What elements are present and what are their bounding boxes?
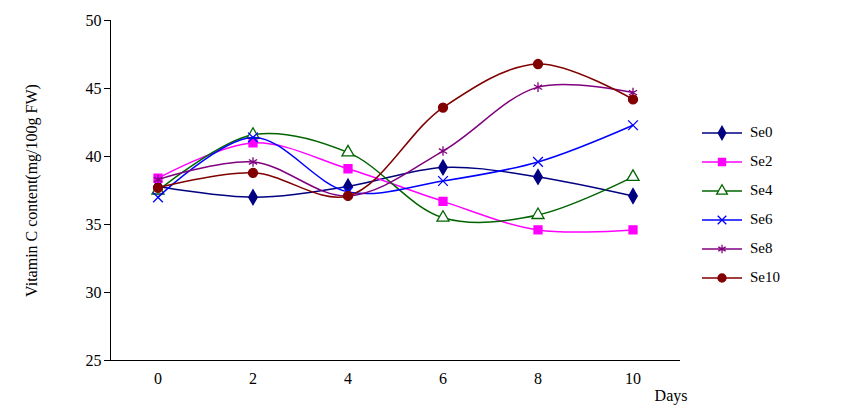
svg-text:10: 10 — [625, 370, 641, 387]
svg-text:45: 45 — [86, 80, 102, 97]
svg-text:0: 0 — [154, 370, 162, 387]
svg-text:25: 25 — [86, 352, 102, 369]
svg-text:30: 30 — [86, 284, 102, 301]
svg-text:4: 4 — [344, 370, 352, 387]
html-text:Se10: Se10 — [750, 269, 780, 285]
svg-text:2: 2 — [249, 370, 257, 387]
svg-text:8: 8 — [534, 370, 542, 387]
html-text:Se6: Se6 — [750, 211, 773, 227]
html-text:Se4: Se4 — [750, 182, 773, 198]
svg-text:6: 6 — [439, 370, 447, 387]
svg-text:Vitamin C content(mg/100g FW): Vitamin C content(mg/100g FW) — [23, 84, 41, 297]
html-text:Se2: Se2 — [750, 153, 773, 169]
svg-text:35: 35 — [86, 216, 102, 233]
svg-text:50: 50 — [86, 12, 102, 29]
html-text:Se0: Se0 — [750, 124, 773, 140]
svg-text:40: 40 — [86, 148, 102, 165]
svg-text:Days: Days — [655, 387, 688, 405]
html-text:Se8: Se8 — [750, 240, 773, 256]
